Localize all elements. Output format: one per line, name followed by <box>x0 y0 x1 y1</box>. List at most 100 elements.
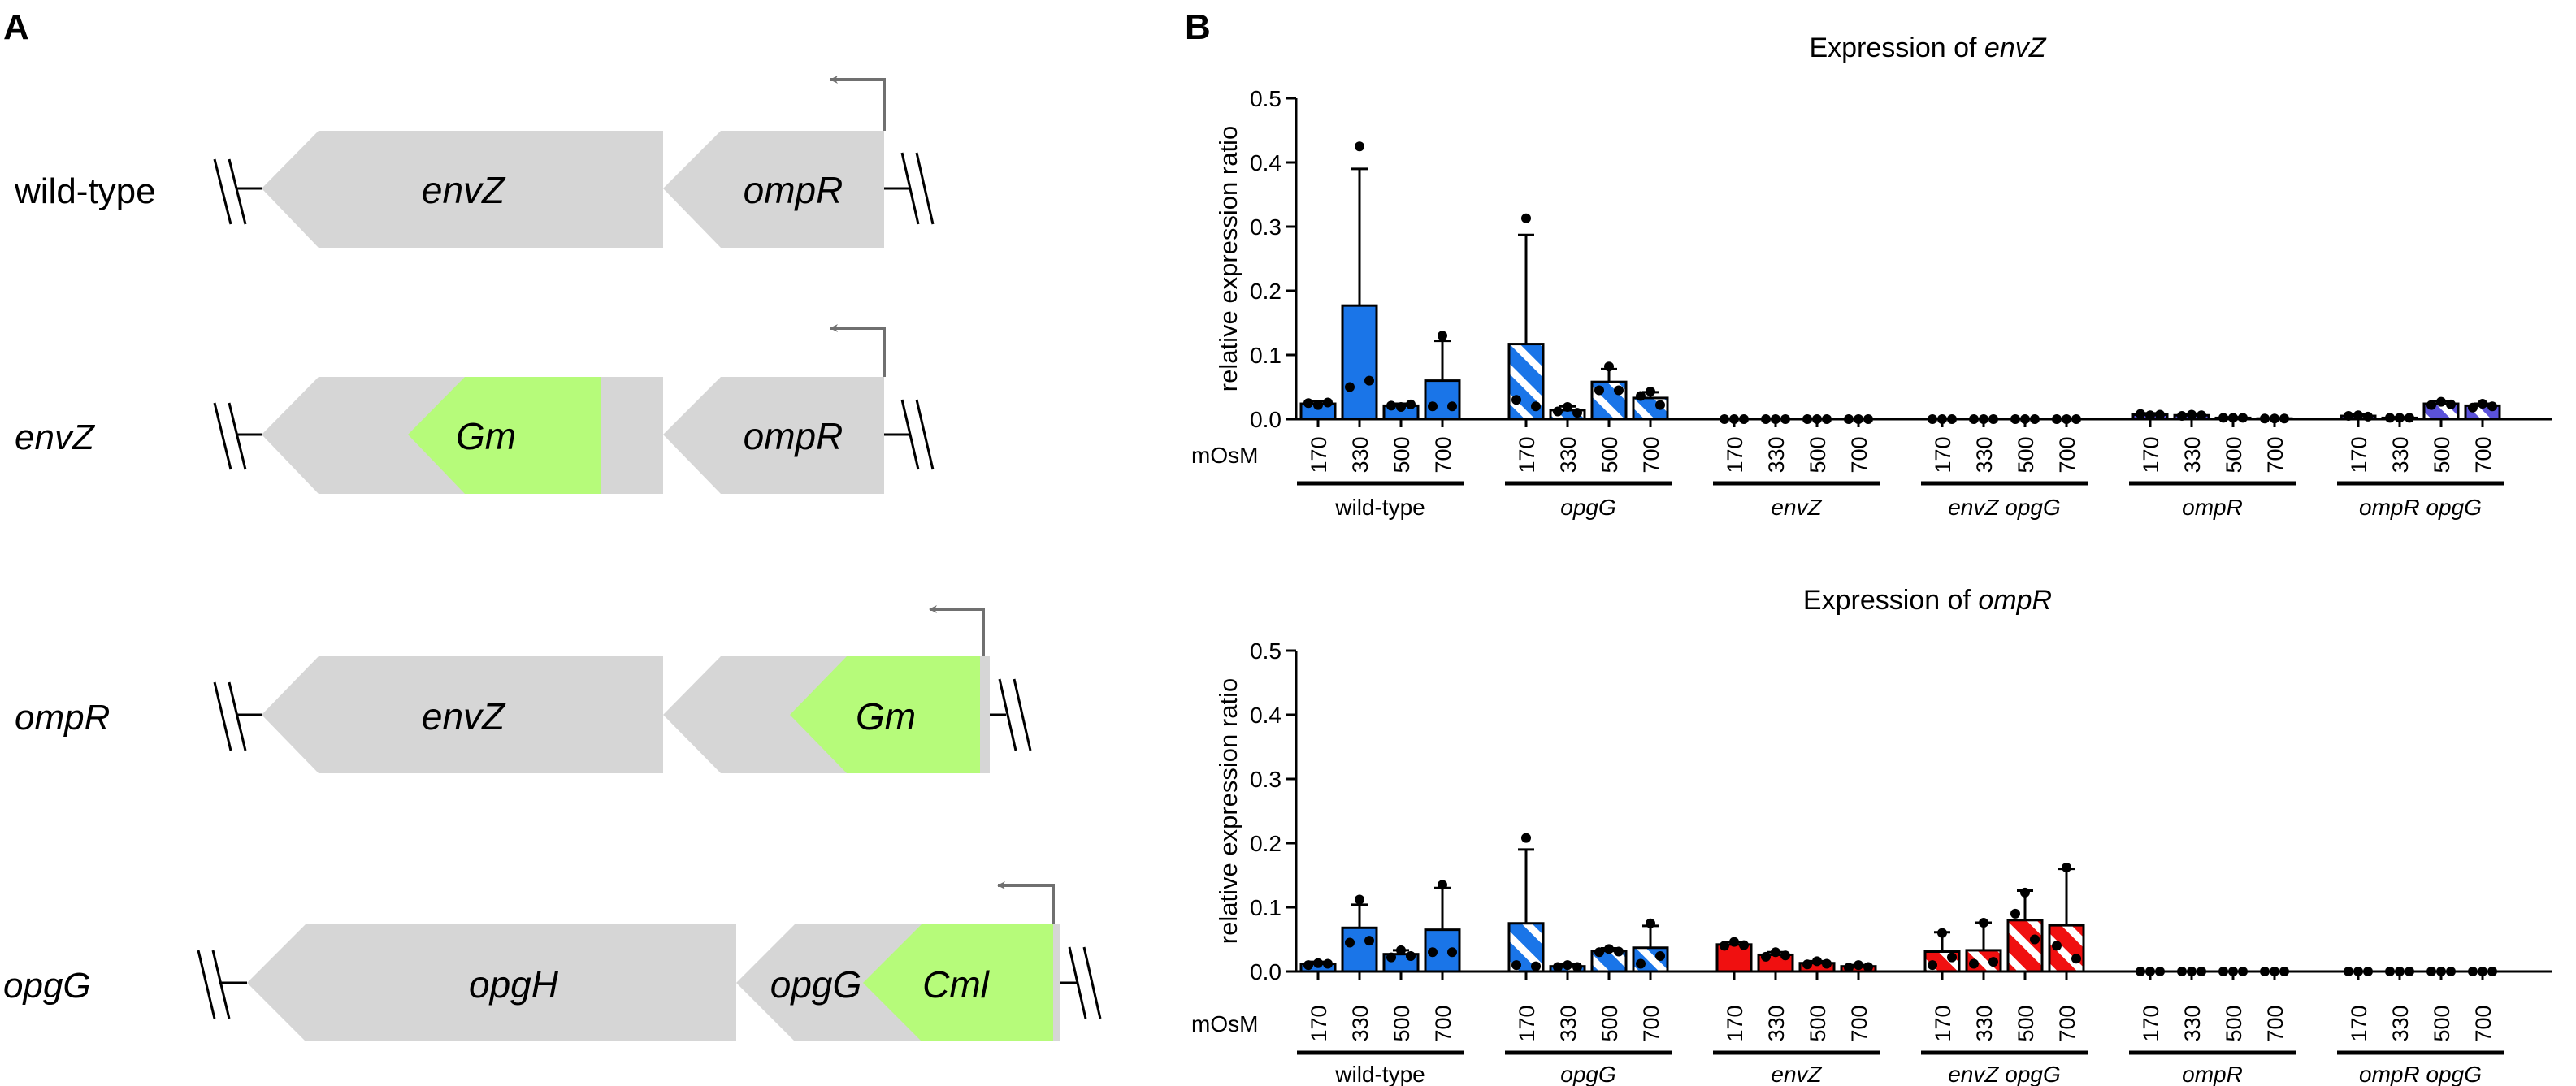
x-tick-label: 500 <box>1806 436 1830 473</box>
x-tick-label: 330 <box>1348 1005 1373 1041</box>
gene-arrow <box>663 377 884 494</box>
data-point <box>2238 967 2248 976</box>
data-point <box>1988 414 1998 424</box>
x-tick-label: 700 <box>1639 436 1663 473</box>
data-point <box>1739 414 1749 424</box>
x-tick-label: 700 <box>2055 436 2079 473</box>
data-point <box>1822 414 1832 424</box>
bar <box>1341 304 1378 421</box>
data-point <box>2405 967 2414 976</box>
data-point <box>1345 382 1355 392</box>
data-point <box>2238 413 2248 423</box>
group-label: opgG <box>1560 495 1616 520</box>
data-point <box>2062 863 2071 873</box>
data-point <box>1604 944 1614 954</box>
data-point <box>2052 414 2062 424</box>
data-point <box>1979 917 1988 928</box>
construct-label: opgG <box>3 966 91 1006</box>
data-point <box>2010 908 2020 919</box>
data-point <box>2270 413 2279 424</box>
data-point <box>1614 946 1624 957</box>
group-label: envZ <box>1771 1062 1822 1086</box>
data-point <box>2052 941 2062 951</box>
x-tick-label: 170 <box>2347 1005 2371 1041</box>
chart-ompR-expression: Expression of ompR relative expression ra… <box>1191 585 2552 1086</box>
data-point <box>1313 958 1323 968</box>
data-point <box>1563 960 1572 971</box>
data-point <box>1323 397 1333 408</box>
data-point <box>2279 967 2289 976</box>
data-point <box>1988 957 1998 967</box>
data-point <box>1729 937 1739 947</box>
x-tick-label: 170 <box>2139 1005 2163 1041</box>
data-point <box>2436 396 2446 407</box>
data-point <box>2344 967 2353 976</box>
data-point <box>1761 414 1771 424</box>
data-point <box>2395 413 2405 423</box>
x-tick-label: 330 <box>1764 436 1789 473</box>
x-tick-label: 700 <box>2471 1005 2496 1041</box>
chart-title-prefix: Expression of <box>1803 585 1978 616</box>
data-point <box>2363 411 2373 422</box>
data-point <box>2446 967 2456 976</box>
data-point <box>1947 952 1957 963</box>
data-point <box>1863 414 1873 424</box>
data-point <box>1947 414 1957 424</box>
data-point <box>1928 414 1937 424</box>
x-tick-label: 500 <box>1598 436 1622 473</box>
x-tick-label: 170 <box>1515 436 1539 473</box>
x-tick-label: 170 <box>1723 436 1747 473</box>
x-tick-label: 330 <box>1348 436 1373 473</box>
data-point <box>1854 960 1863 971</box>
gene-arrow <box>247 924 736 1041</box>
data-point <box>1531 961 1541 971</box>
data-point <box>2030 934 2040 945</box>
x-tick-label: 500 <box>2222 1005 2246 1041</box>
gene-label: ompR <box>744 169 843 211</box>
data-point <box>1355 141 1364 152</box>
bar <box>2006 919 2044 973</box>
x-tick-label: 700 <box>1639 1005 1663 1041</box>
construct-opgG: opgG opgH opgG Cml <box>3 881 1102 1041</box>
data-point <box>1822 958 1832 969</box>
y-tick-label: 0.5 <box>1250 86 1281 111</box>
data-point <box>1447 401 1457 412</box>
data-point <box>1438 331 1447 341</box>
data-point <box>1739 940 1749 950</box>
data-point <box>1521 213 1531 223</box>
data-point <box>1844 963 1854 973</box>
data-point <box>2385 413 2395 423</box>
x-tick-label: 500 <box>2430 1005 2454 1041</box>
data-point <box>1812 956 1822 967</box>
x-tick-label: 170 <box>1307 436 1331 473</box>
data-point <box>1572 408 1582 418</box>
data-point <box>1720 414 1729 424</box>
data-point <box>1323 958 1333 969</box>
bar <box>1341 926 1378 973</box>
data-point <box>1594 947 1604 958</box>
gene-label: opgG <box>770 963 862 1006</box>
data-point <box>2197 967 2206 976</box>
construct-envZ: envZ Gm ompR <box>15 324 935 494</box>
data-point <box>1937 928 1947 938</box>
x-tick-label: 170 <box>1931 1005 1955 1041</box>
chart-title: Expression of envZ <box>1809 32 2046 63</box>
data-point <box>2187 409 2197 420</box>
data-point <box>1969 958 1979 969</box>
data-point <box>2218 967 2228 976</box>
x-tick-label: 700 <box>1847 1005 1871 1041</box>
data-point <box>1655 951 1665 962</box>
y-tick-label: 0.4 <box>1250 150 1281 175</box>
x-tick-label: 500 <box>2014 1005 2038 1041</box>
y-tick-label: 0.5 <box>1250 638 1281 664</box>
gene-label: envZ <box>422 169 506 211</box>
data-point <box>2468 402 2478 413</box>
y-axis-label: relative expression ratio <box>1214 678 1242 944</box>
data-point <box>2136 967 2145 976</box>
data-point <box>1364 375 1374 386</box>
x-tick-label: 170 <box>1931 436 1955 473</box>
data-point <box>1521 833 1531 843</box>
data-point <box>1646 387 1655 397</box>
x-tick-label: 700 <box>2263 436 2288 473</box>
x-tick-label: 330 <box>1556 1005 1581 1041</box>
